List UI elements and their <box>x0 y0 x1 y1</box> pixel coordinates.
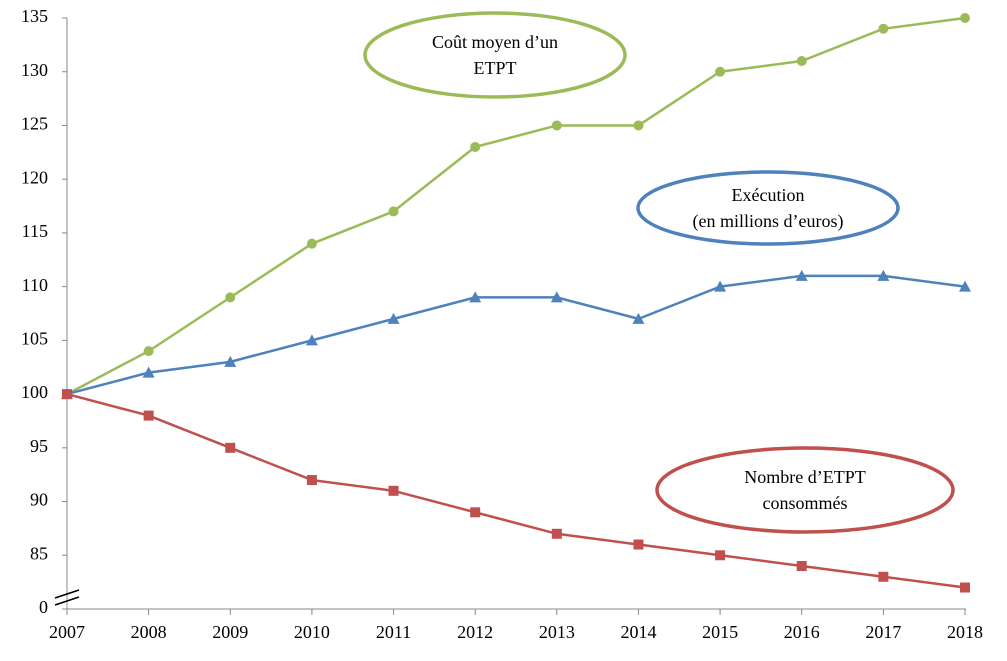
marker <box>143 410 154 421</box>
x-tick-label: 2009 <box>212 622 248 642</box>
marker <box>225 442 236 453</box>
x-tick-label: 2007 <box>49 622 85 642</box>
series-label: Coût moyen d’un ETPT <box>432 32 558 78</box>
y-tick-label: 120 <box>21 167 48 187</box>
marker <box>960 13 970 23</box>
label-ellipse <box>363 11 627 99</box>
series-label: Nombre d’ETPT consommés <box>744 467 866 513</box>
y-tick-label: 135 <box>21 6 48 26</box>
x-tick-label: 2014 <box>620 622 656 642</box>
x-tick-label: 2010 <box>294 622 330 642</box>
marker <box>469 291 482 303</box>
marker <box>633 539 644 550</box>
marker <box>470 507 481 518</box>
y-tick-label: 110 <box>22 275 48 295</box>
marker <box>143 346 154 357</box>
x-tick-label: 2015 <box>702 622 738 642</box>
marker <box>878 571 889 582</box>
marker <box>878 23 889 34</box>
marker <box>795 269 808 281</box>
marker <box>470 141 481 152</box>
marker <box>877 269 890 281</box>
marker <box>550 291 563 303</box>
marker <box>388 206 399 217</box>
marker <box>62 389 72 400</box>
marker <box>551 528 562 539</box>
marker <box>224 355 237 367</box>
x-tick-label: 2018 <box>947 622 983 642</box>
marker <box>715 66 726 77</box>
y-tick-label: 90 <box>30 490 48 510</box>
marker <box>306 475 317 486</box>
label-ellipse <box>655 446 955 534</box>
y-tick-label: 95 <box>30 436 48 456</box>
x-tick-label: 2012 <box>457 622 493 642</box>
marker <box>142 366 155 378</box>
x-tick-label: 2017 <box>865 622 901 642</box>
marker <box>714 280 727 292</box>
y-tick-label: 105 <box>21 328 48 348</box>
y-tick-label: 115 <box>22 221 48 241</box>
series-line <box>66 274 966 396</box>
marker <box>960 582 970 593</box>
x-tick-label: 2011 <box>376 622 411 642</box>
y-tick-label: 0 <box>39 597 48 617</box>
series-line <box>66 16 966 396</box>
x-tick-label: 2016 <box>784 622 820 642</box>
y-tick-label: 85 <box>30 543 48 563</box>
y-tick-label: 130 <box>21 60 48 80</box>
y-tick-label: 100 <box>21 382 48 402</box>
series-line <box>66 392 966 589</box>
marker <box>306 238 317 249</box>
marker <box>632 312 645 324</box>
marker <box>633 120 644 131</box>
marker <box>305 334 318 346</box>
marker <box>551 120 562 131</box>
axis-break <box>54 589 80 599</box>
marker <box>225 292 236 303</box>
x-tick-label: 2013 <box>539 622 575 642</box>
axis-break <box>54 596 80 606</box>
x-tick-label: 2008 <box>131 622 167 642</box>
marker <box>388 485 399 496</box>
marker <box>715 550 726 561</box>
series-label: Exécution (en millions d’euros) <box>692 185 844 231</box>
marker <box>959 280 971 292</box>
y-tick-label: 125 <box>21 114 48 134</box>
marker <box>387 312 400 324</box>
marker <box>796 561 807 572</box>
label-ellipse <box>636 170 900 246</box>
marker <box>796 55 807 66</box>
